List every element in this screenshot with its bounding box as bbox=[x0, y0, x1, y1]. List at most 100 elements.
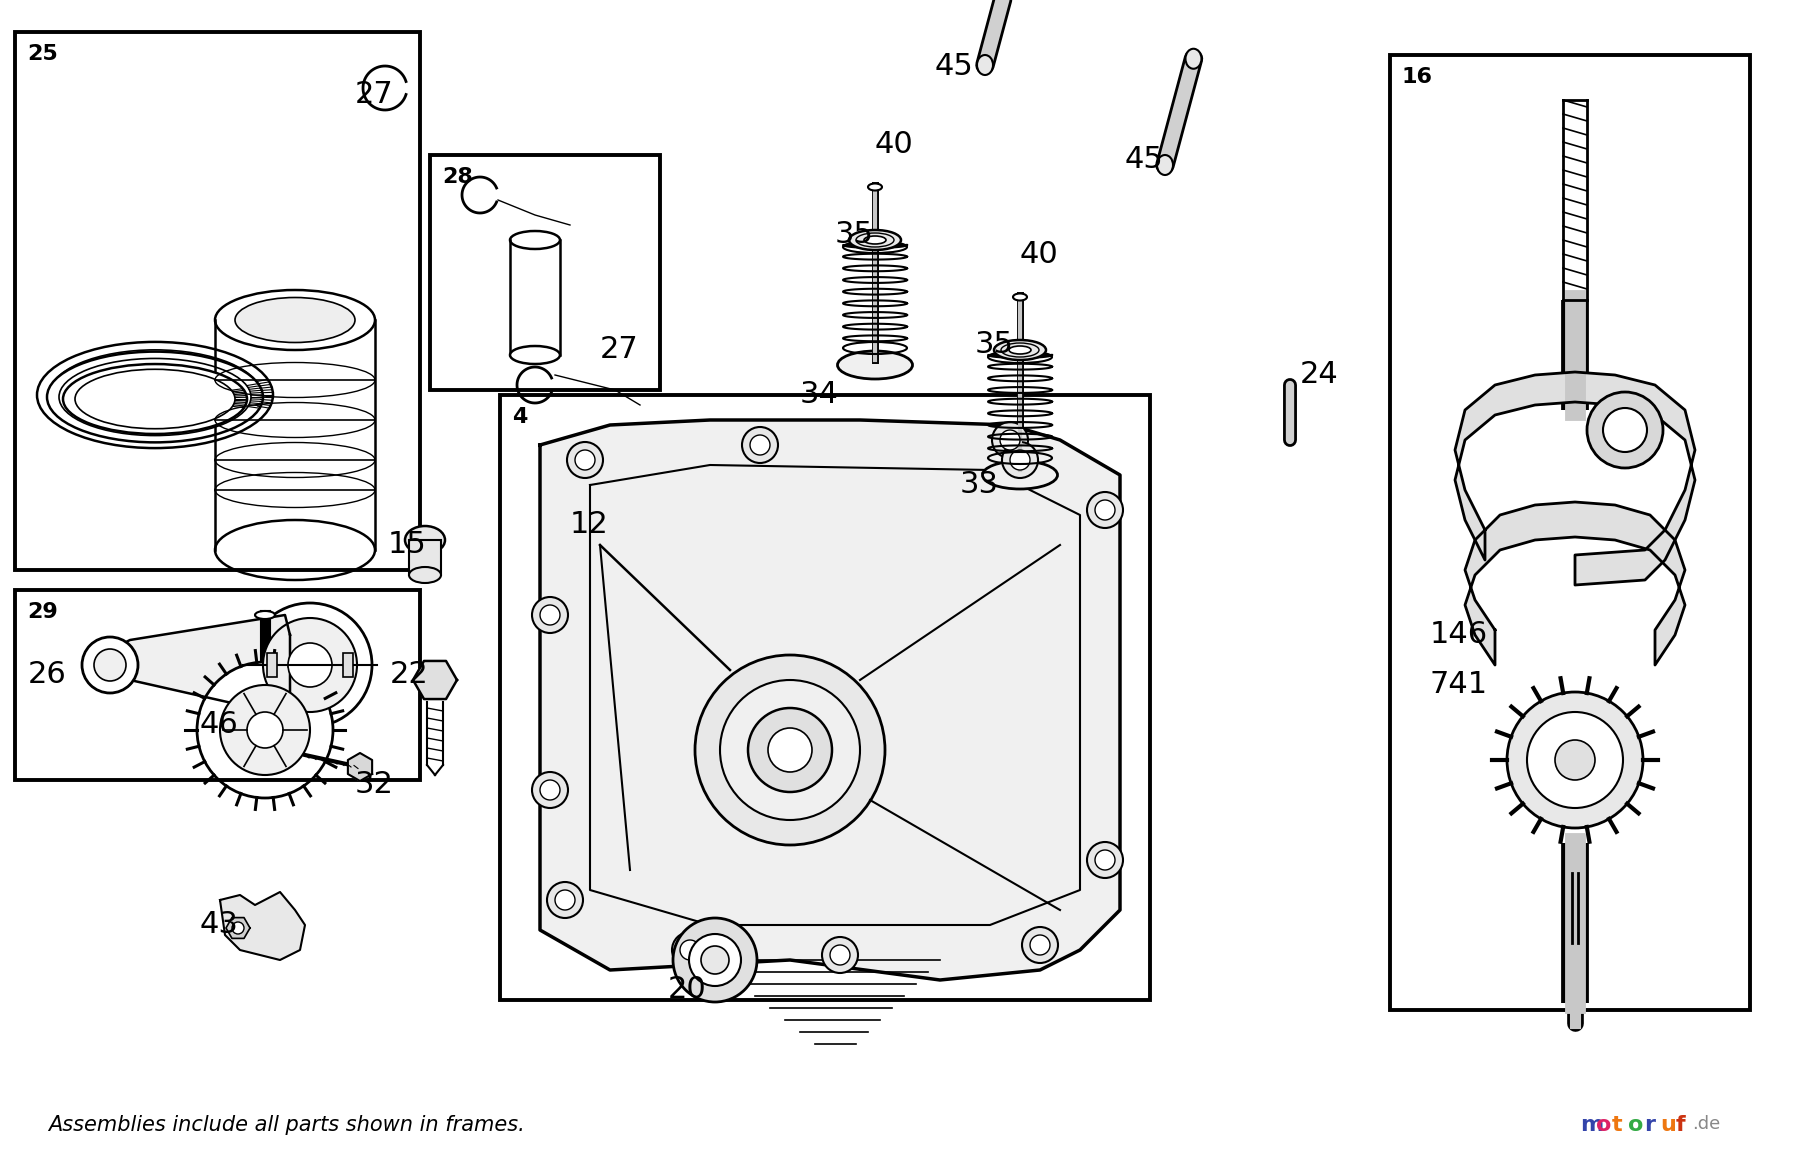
Circle shape bbox=[263, 618, 356, 712]
Ellipse shape bbox=[63, 364, 247, 434]
Circle shape bbox=[567, 442, 603, 478]
Circle shape bbox=[248, 603, 373, 726]
Circle shape bbox=[769, 728, 812, 772]
Circle shape bbox=[574, 450, 596, 470]
Bar bbox=[344, 653, 353, 677]
Ellipse shape bbox=[1013, 294, 1028, 301]
Circle shape bbox=[533, 597, 569, 633]
Ellipse shape bbox=[59, 358, 250, 436]
Text: 26: 26 bbox=[29, 660, 67, 689]
Text: Assemblies include all parts shown in frames.: Assemblies include all parts shown in fr… bbox=[49, 1115, 526, 1135]
Bar bbox=[266, 653, 277, 677]
Ellipse shape bbox=[868, 183, 882, 190]
Text: 28: 28 bbox=[443, 167, 473, 187]
Circle shape bbox=[1030, 935, 1049, 955]
Bar bbox=[14, 31, 419, 570]
Circle shape bbox=[1010, 450, 1030, 470]
Circle shape bbox=[83, 637, 139, 693]
Text: 27: 27 bbox=[355, 80, 394, 108]
Circle shape bbox=[671, 932, 707, 968]
Polygon shape bbox=[108, 614, 290, 715]
Text: 35: 35 bbox=[976, 330, 1013, 359]
Text: 27: 27 bbox=[599, 335, 639, 364]
Text: .de: .de bbox=[1692, 1115, 1721, 1133]
Ellipse shape bbox=[1186, 49, 1201, 69]
Text: 45: 45 bbox=[934, 52, 974, 80]
Text: 24: 24 bbox=[1300, 360, 1339, 389]
Bar bbox=[409, 540, 441, 575]
Polygon shape bbox=[412, 661, 457, 700]
Circle shape bbox=[1588, 392, 1663, 468]
Ellipse shape bbox=[256, 611, 275, 619]
Bar bbox=[500, 395, 1150, 1000]
Ellipse shape bbox=[214, 520, 374, 580]
Circle shape bbox=[1507, 691, 1643, 828]
Circle shape bbox=[992, 422, 1028, 458]
Polygon shape bbox=[347, 753, 373, 781]
Text: 35: 35 bbox=[835, 220, 873, 250]
Polygon shape bbox=[220, 892, 304, 960]
Polygon shape bbox=[540, 420, 1120, 979]
Circle shape bbox=[823, 937, 859, 972]
Circle shape bbox=[695, 655, 886, 845]
Ellipse shape bbox=[214, 290, 374, 350]
Text: t: t bbox=[1613, 1115, 1622, 1135]
Text: 43: 43 bbox=[200, 909, 239, 939]
Text: 46: 46 bbox=[200, 710, 239, 739]
Circle shape bbox=[742, 427, 778, 463]
Circle shape bbox=[680, 940, 700, 960]
Circle shape bbox=[94, 649, 126, 681]
Circle shape bbox=[533, 772, 569, 808]
Circle shape bbox=[1604, 408, 1647, 452]
Circle shape bbox=[554, 890, 574, 909]
Ellipse shape bbox=[1157, 155, 1174, 175]
Text: 32: 32 bbox=[355, 770, 394, 799]
Ellipse shape bbox=[409, 567, 441, 583]
Text: 20: 20 bbox=[668, 975, 707, 1004]
Circle shape bbox=[1022, 927, 1058, 963]
Circle shape bbox=[1087, 842, 1123, 878]
Ellipse shape bbox=[994, 340, 1046, 360]
Text: 25: 25 bbox=[27, 44, 58, 64]
Ellipse shape bbox=[47, 352, 263, 442]
Ellipse shape bbox=[236, 297, 355, 343]
Ellipse shape bbox=[76, 370, 236, 429]
Circle shape bbox=[1526, 712, 1624, 808]
Text: 40: 40 bbox=[1021, 240, 1058, 269]
Circle shape bbox=[540, 780, 560, 800]
Ellipse shape bbox=[983, 461, 1058, 489]
Text: 45: 45 bbox=[1125, 145, 1165, 174]
Ellipse shape bbox=[38, 342, 274, 448]
Text: 741: 741 bbox=[1429, 670, 1489, 698]
Text: 4: 4 bbox=[511, 407, 527, 427]
Circle shape bbox=[247, 712, 283, 749]
Circle shape bbox=[1555, 740, 1595, 780]
Ellipse shape bbox=[864, 236, 886, 244]
Text: 16: 16 bbox=[1402, 66, 1433, 87]
Polygon shape bbox=[1454, 372, 1696, 585]
Text: 33: 33 bbox=[959, 470, 999, 499]
Circle shape bbox=[720, 680, 860, 820]
Circle shape bbox=[547, 881, 583, 918]
Text: 34: 34 bbox=[799, 380, 839, 409]
Text: o: o bbox=[1627, 1115, 1643, 1135]
Text: f: f bbox=[1676, 1115, 1685, 1135]
Circle shape bbox=[830, 944, 850, 965]
Text: 40: 40 bbox=[875, 129, 914, 159]
Text: 29: 29 bbox=[27, 602, 58, 621]
Circle shape bbox=[673, 918, 758, 1002]
Text: u: u bbox=[1660, 1115, 1676, 1135]
Text: 15: 15 bbox=[389, 531, 427, 559]
Ellipse shape bbox=[509, 346, 560, 364]
Ellipse shape bbox=[837, 351, 913, 379]
Polygon shape bbox=[1465, 503, 1685, 665]
Bar bbox=[1390, 55, 1750, 1010]
Ellipse shape bbox=[1010, 346, 1031, 354]
Ellipse shape bbox=[49, 350, 261, 440]
Ellipse shape bbox=[509, 231, 560, 250]
Ellipse shape bbox=[850, 230, 902, 250]
Circle shape bbox=[1094, 500, 1114, 520]
Bar bbox=[430, 155, 661, 389]
Circle shape bbox=[689, 934, 742, 986]
Ellipse shape bbox=[977, 55, 994, 75]
